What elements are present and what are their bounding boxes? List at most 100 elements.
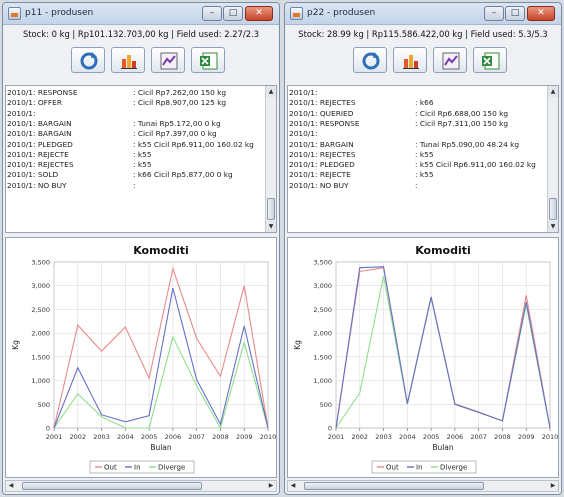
x-tick-label: 2001 [328,433,345,441]
legend-box [371,460,477,474]
refresh-icon [362,52,380,70]
log-event: 2010/1: OFFER [7,98,62,108]
excel-export-button[interactable] [191,47,225,73]
x-tick-label: 2010 [260,433,276,441]
scroll-down-icon[interactable]: ▼ [548,221,558,232]
x-tick-label: 2001 [46,433,63,441]
log-event: 2010/1: REJECTE [7,149,69,159]
x-tick-label: 2010 [542,433,558,441]
title-bar[interactable]: p11 - produsen – □ ✕ [3,3,279,25]
log-scrollbar[interactable]: ▲ ▼ [265,86,276,232]
window-title: p11 - produsen [25,8,94,18]
commodity-chart: Komoditi 0 500 1,000 1,500 2,000 2,500 3,000 3,5… [11,244,276,474]
log-detail: : k55 [415,170,434,180]
x-tick-label: 2009 [518,433,535,441]
log-event: 2010/1: QUERIED [289,108,354,118]
message-log[interactable]: 2010/1: RESPONSE : Cicil Rp7.262,00 150 k… [5,85,277,233]
close-button[interactable]: ✕ [527,6,555,21]
refresh-button[interactable] [353,47,387,73]
x-tick-label: 2007 [188,433,205,441]
log-detail: : k55 Cicil Rp6.911,00 160.02 kg [133,139,254,149]
log-event: 2010/1: BARGAIN [289,139,354,149]
scroll-up-icon[interactable]: ▲ [548,86,558,97]
x-tick-label: 2004 [117,433,134,441]
line-chart-button[interactable] [433,47,467,73]
excel-export-icon [482,52,500,70]
log-event: 2010/1: PLEDGED [289,160,355,170]
close-button[interactable]: ✕ [245,6,273,21]
x-tick-label: 2004 [399,433,416,441]
scroll-right-icon[interactable]: ▶ [268,482,274,489]
java-app-icon [290,7,303,20]
log-event: 2010/1: NO BUY [7,180,67,190]
x-tick-label: 2008 [494,433,511,441]
legend-label: In [416,464,423,472]
log-detail: : Cicil Rp7.397,00 0 kg [133,129,217,139]
minimize-button[interactable]: – [484,6,504,21]
log-event: 2010/1: [289,129,318,139]
chart-panel: Komoditi 0 500 1,000 1,500 2,000 2,500 3,000 3,5… [287,237,559,478]
plot-area [53,261,269,429]
log-event: 2010/1: REJECTES [7,160,74,170]
title-bar[interactable]: p22 - produsen – □ ✕ [285,3,561,25]
scroll-thumb[interactable] [267,198,275,220]
log-event: 2010/1: REJECTES [289,149,356,159]
bar-chart-button[interactable] [393,47,427,73]
legend-label: Diverge [440,464,467,472]
x-tick-label: 2002 [70,433,87,441]
window-p11: p11 - produsen – □ ✕ Stock: 0 kg | Rp101… [2,2,280,495]
line-chart-icon [442,52,460,70]
log-scrollbar[interactable]: ▲ ▼ [547,86,558,232]
maximize-button[interactable]: □ [223,6,243,21]
scroll-thumb[interactable] [549,198,557,220]
scroll-right-icon[interactable]: ▶ [550,482,556,489]
log-detail: : Tunai Rp5.090,00 48.24 kg [415,139,520,149]
line-chart-button[interactable] [151,47,185,73]
x-tick-label: 2003 [375,433,392,441]
maximize-button[interactable]: □ [505,6,525,21]
log-detail: : Cicil Rp8.907,00 125 kg [133,98,227,108]
scroll-left-icon[interactable]: ◀ [8,482,14,489]
y-tick-label: 1,000 [313,377,332,385]
chart-legend: Out In Diverge [371,460,477,474]
message-log[interactable]: 2010/1: 2010/1: REJECTES : k66 2010/1: QUER… [287,85,559,233]
scroll-up-icon[interactable]: ▲ [266,86,276,97]
horizontal-scrollbar[interactable]: ◀ ▶ [5,480,277,492]
y-tick-label: 2,000 [31,330,50,338]
refresh-button[interactable] [71,47,105,73]
bar-chart-button[interactable] [111,47,145,73]
refresh-icon [80,52,98,70]
y-axis-label: Kg [293,340,302,350]
bar-chart-icon [121,55,137,69]
log-detail: : [133,180,136,190]
series-line-out [53,266,269,429]
log-event: 2010/1: REJECTE [289,170,351,180]
y-axis-label: Kg [11,340,20,350]
log-detail: : Tunai Rp5.172,00 0 kg [133,118,221,128]
scroll-left-icon[interactable]: ◀ [290,482,296,489]
minimize-button[interactable]: – [202,6,222,21]
series-line-in [53,287,269,429]
log-event: 2010/1: [7,108,36,118]
y-tick-label: 1,500 [31,353,50,361]
log-detail: : k55 [415,149,434,159]
chart-title: Komoditi [415,244,471,257]
log-event: 2010/1: REJECTES [289,98,356,108]
h-scroll-thumb[interactable] [304,482,484,490]
horizontal-scrollbar[interactable]: ◀ ▶ [287,480,559,492]
scroll-down-icon[interactable]: ▼ [266,221,276,232]
log-detail: : Cicil Rp7.311,00 150 kg [415,118,509,128]
x-tick-label: 2002 [352,433,369,441]
log-event: 2010/1: RESPONSE [7,88,78,97]
log-detail: : Cicil Rp7.262,00 150 kg [133,88,227,97]
log-detail: : k55 [133,149,152,159]
window-p22: p22 - produsen – □ ✕ Stock: 28.99 kg | R… [284,2,562,495]
series-line-in [335,266,551,429]
chart-legend: Out In Diverge [89,460,195,474]
log-detail: : k55 Cicil Rp6.911,00 160.02 kg [415,160,536,170]
h-scroll-thumb[interactable] [22,482,202,490]
status-text: Stock: 0 kg | Rp101.132.703,00 kg | Fiel… [22,29,260,39]
log-detail: : k66 [415,98,434,108]
excel-export-button[interactable] [473,47,507,73]
y-tick-label: 1,000 [31,377,50,385]
